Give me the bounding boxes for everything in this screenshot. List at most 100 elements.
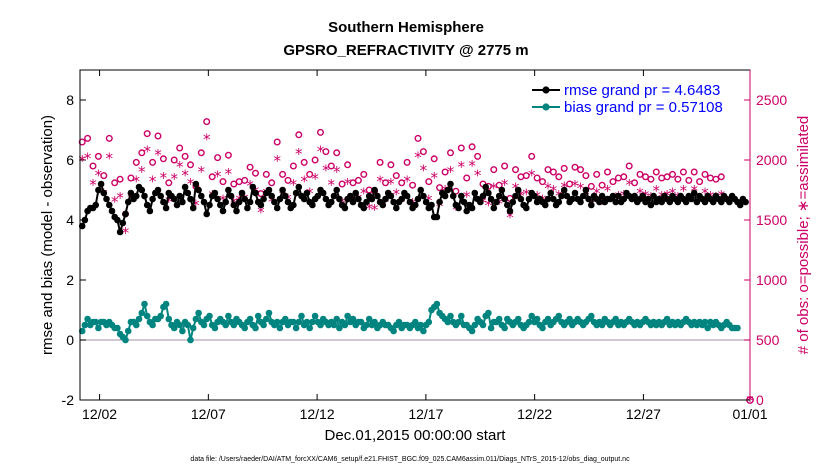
rmse-point <box>225 186 232 194</box>
bias-point <box>663 315 671 323</box>
assimilated-obs-marker: * <box>501 176 509 194</box>
bias-point <box>114 324 121 332</box>
rmse-point <box>412 201 419 209</box>
bias-point <box>514 315 522 323</box>
rmse-point <box>550 195 557 203</box>
rmse-point <box>390 198 397 206</box>
rmse-point <box>493 198 500 206</box>
rmse-point <box>303 189 311 197</box>
bias-point <box>176 321 183 329</box>
possible-obs-marker <box>279 170 287 178</box>
possible-obs-marker <box>322 148 330 156</box>
possible-obs-marker <box>300 158 308 166</box>
rmse-point <box>330 192 338 200</box>
possible-obs-marker <box>176 144 184 152</box>
assimilated-obs-marker: * <box>149 172 157 190</box>
bias-point <box>341 321 349 329</box>
assimilated-obs-marker: * <box>273 152 281 170</box>
right-tick-label: 0 <box>756 392 764 408</box>
right-tick-label: 1000 <box>756 272 787 288</box>
rmse-point <box>579 192 587 200</box>
assimilated-obs-marker: * <box>165 193 173 211</box>
possible-obs-marker <box>712 175 720 183</box>
rmse-point <box>455 204 462 212</box>
rmse-point <box>644 195 652 203</box>
possible-obs-marker <box>501 162 509 170</box>
possible-obs-marker <box>251 169 259 177</box>
rmse-point <box>246 198 254 206</box>
rmse-point <box>666 198 674 206</box>
possible-obs-marker <box>528 152 536 160</box>
bias-point <box>336 324 343 332</box>
rmse-point <box>544 195 552 203</box>
rmse-point <box>414 195 422 203</box>
possible-obs-marker <box>392 172 400 180</box>
rmse-point <box>420 192 427 200</box>
rmse-point <box>577 198 584 206</box>
assimilated-obs-marker: * <box>95 166 103 184</box>
bias-point <box>471 321 479 329</box>
rmse-point <box>179 198 186 206</box>
assimilated-obs-marker: * <box>111 193 119 211</box>
rmse-point <box>393 204 400 212</box>
bias-point <box>390 327 397 335</box>
data-series: ************************ **** *** *********… <box>78 118 754 410</box>
bias-point <box>533 315 541 323</box>
rmse-point <box>609 192 617 200</box>
possible-obs-marker <box>436 184 444 192</box>
bias-point <box>444 318 452 326</box>
left-tick-label: 0 <box>66 332 74 348</box>
rmse-point <box>742 198 749 206</box>
assimilated-obs-marker: * <box>625 176 633 194</box>
rmse-point <box>674 198 682 206</box>
assimilated-obs-marker: * <box>604 182 612 200</box>
assimilated-obs-zero-marker: * <box>746 392 754 410</box>
bias-point <box>95 324 102 332</box>
possible-obs-marker <box>642 173 650 181</box>
possible-obs-marker <box>549 168 557 176</box>
possible-obs-marker <box>132 158 140 166</box>
legend-rmse-label: rmse grand pr = 4.6483 <box>564 82 720 99</box>
rmse-point <box>282 192 289 200</box>
bias-point <box>78 327 86 335</box>
rmse-point <box>471 189 479 197</box>
rmse-point <box>295 183 303 191</box>
assimilated-obs-marker: * <box>506 208 514 226</box>
rmse-point <box>162 204 170 212</box>
assimilated-obs-marker: * <box>680 182 688 200</box>
rmse-point <box>368 195 376 203</box>
rmse-point <box>189 204 197 212</box>
bias-point <box>455 318 462 326</box>
assimilated-obs-marker: * <box>122 224 130 242</box>
rmse-point <box>97 180 105 188</box>
bias-point <box>184 321 192 329</box>
bias-point <box>295 318 303 326</box>
rmse-point <box>78 222 86 230</box>
possible-obs-marker <box>143 130 151 138</box>
assimilated-obs-marker: * <box>170 170 178 188</box>
legend-rmse-marker <box>542 86 550 94</box>
possible-obs-marker <box>631 179 639 187</box>
assimilated-obs-marker: * <box>295 145 303 163</box>
rmse-point <box>279 186 286 194</box>
possible-obs-marker <box>84 134 92 142</box>
right-tick-label: 2500 <box>756 92 787 108</box>
rmse-point <box>290 201 297 209</box>
rmse-point <box>523 204 530 212</box>
possible-obs-marker <box>468 143 476 151</box>
bias-point <box>468 327 476 335</box>
possible-obs-marker <box>306 170 314 178</box>
rmse-point <box>422 198 430 206</box>
assimilated-obs-marker: * <box>701 184 709 202</box>
bias-point <box>162 300 170 308</box>
assimilated-obs-marker: * <box>523 186 531 204</box>
rmse-point <box>314 192 322 200</box>
possible-obs-marker <box>566 180 574 188</box>
assimilated-obs-marker: * <box>317 142 325 160</box>
possible-obs-marker <box>94 152 102 160</box>
assimilated-obs-marker: * <box>544 180 552 198</box>
rmse-point <box>363 198 370 206</box>
assimilated-obs-marker: * <box>430 169 438 187</box>
bias-point <box>282 315 289 323</box>
assimilated-obs-marker: * <box>214 168 222 186</box>
